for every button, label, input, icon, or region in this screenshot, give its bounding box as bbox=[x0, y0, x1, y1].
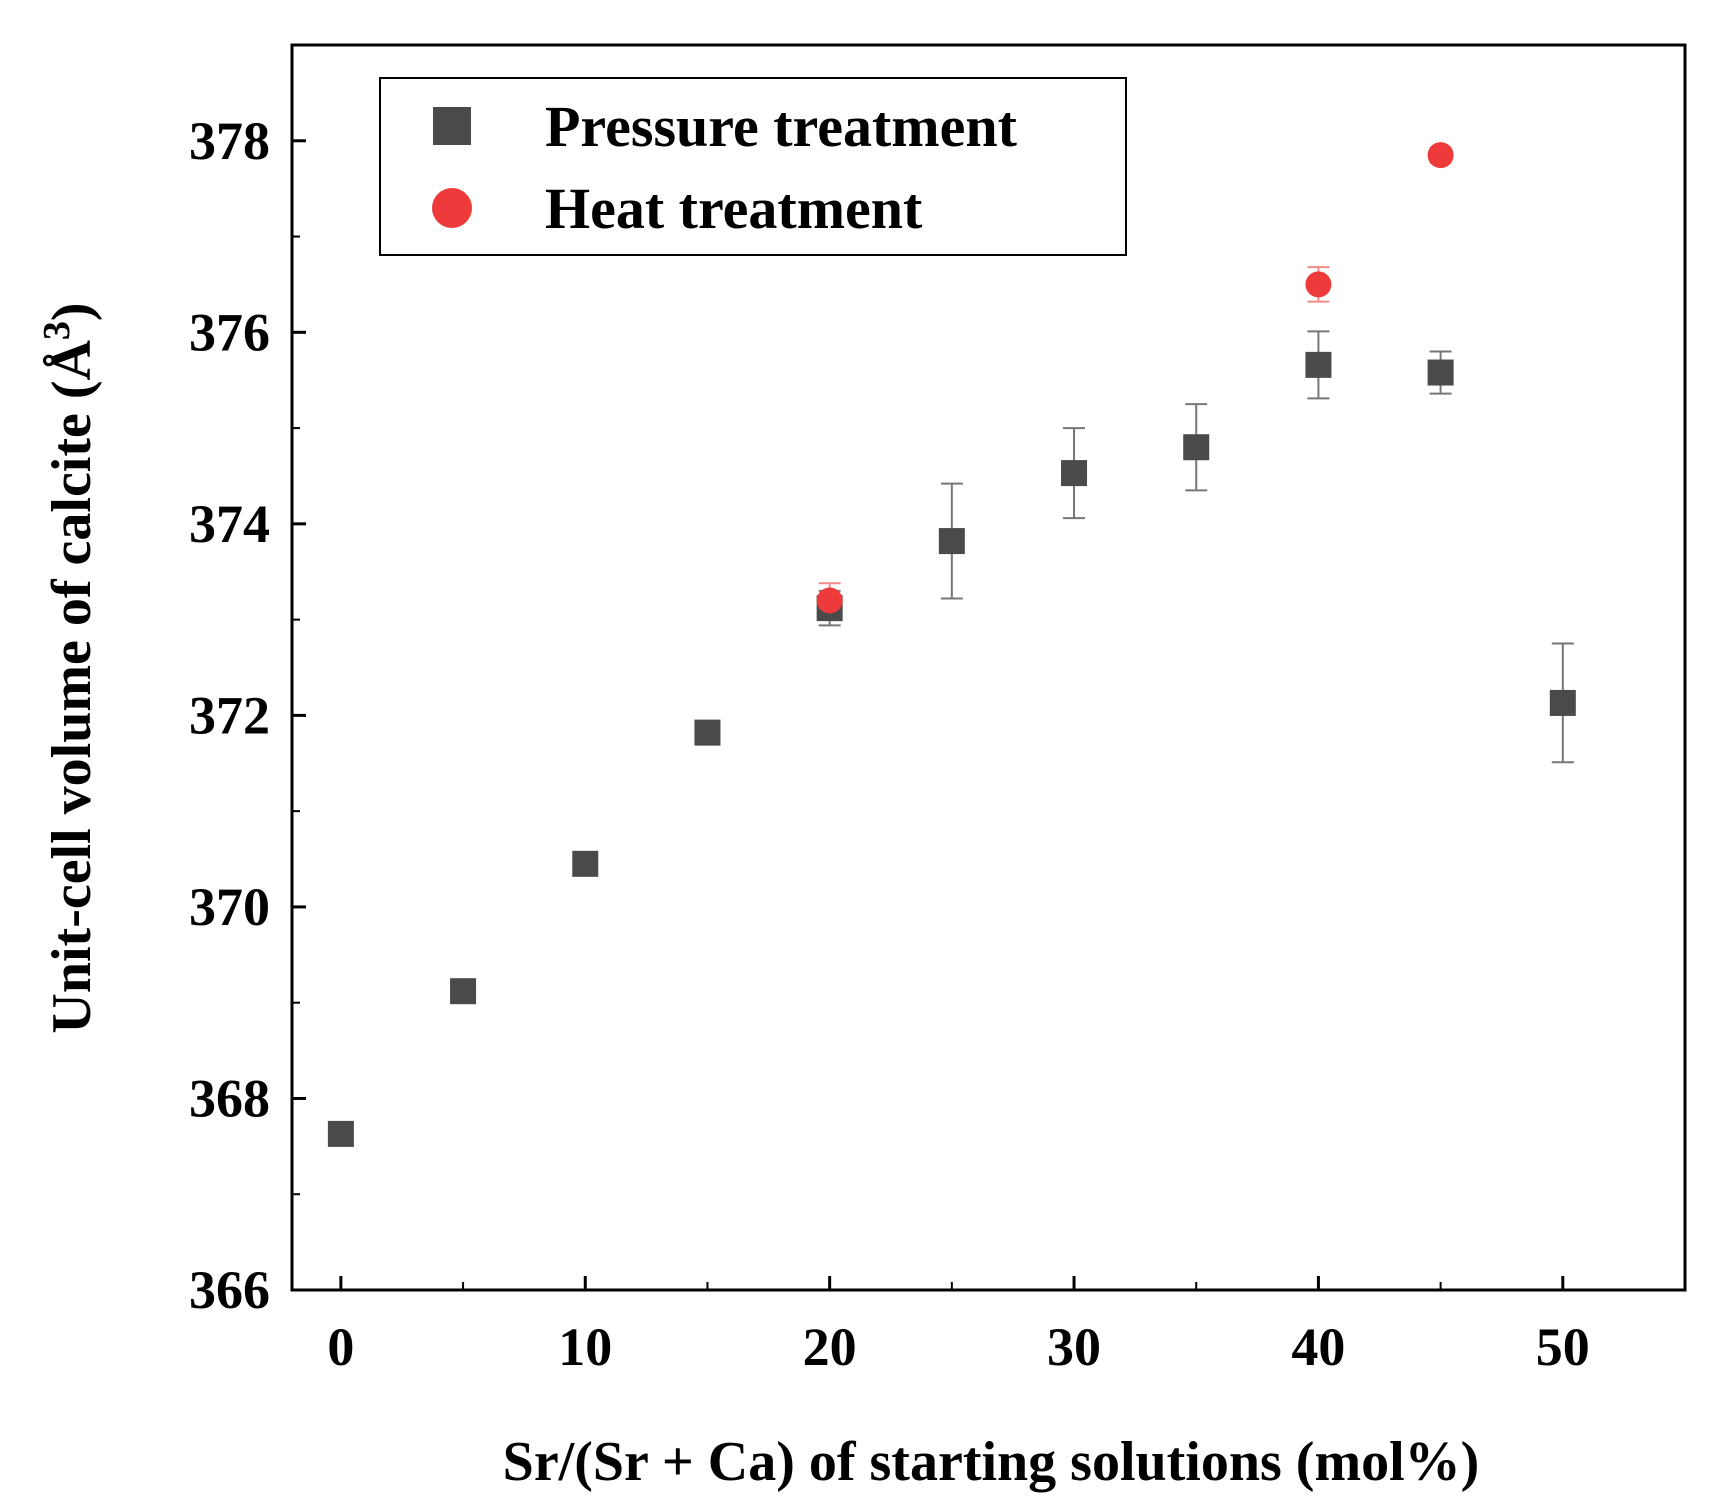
heat-point bbox=[816, 587, 843, 614]
pressure-point bbox=[1061, 460, 1088, 487]
x-tick-label: 50 bbox=[1536, 1317, 1590, 1377]
x-axis-title: Sr/(Sr + Ca) of starting solutions (mol%… bbox=[503, 1431, 1480, 1493]
data-points bbox=[327, 142, 1576, 1147]
x-tick-label: 10 bbox=[558, 1317, 612, 1377]
pressure-point bbox=[1305, 351, 1332, 378]
y-axis-title-superscript: 3 bbox=[36, 321, 78, 340]
legend-label-pressure: Pressure treatment bbox=[545, 94, 1018, 159]
legend-box bbox=[379, 77, 1127, 256]
pressure-point bbox=[1183, 434, 1210, 461]
pressure-point bbox=[450, 978, 477, 1005]
x-tick-label: 0 bbox=[327, 1317, 354, 1377]
y-tick-label: 368 bbox=[189, 1068, 270, 1128]
y-axis-title-main: Unit-cell volume of calcite (Å bbox=[41, 339, 103, 1033]
x-axis-ticks: 0 10 20 30 40 50 bbox=[327, 1276, 1590, 1377]
legend: Pressure treatment Heat treatment bbox=[379, 77, 1127, 256]
legend-marker-pressure bbox=[433, 107, 471, 145]
y-axis-title-close: ) bbox=[41, 302, 103, 321]
y-axis-title: Unit-cell volume of calcite (Å3) bbox=[36, 302, 103, 1033]
y-axis-ticks: 366 368 370 372 374 376 378 bbox=[189, 111, 306, 1320]
heat-point bbox=[1427, 142, 1454, 169]
plot-frame bbox=[290, 43, 1687, 1292]
y-tick-label: 366 bbox=[189, 1260, 270, 1320]
x-tick-label: 30 bbox=[1047, 1317, 1101, 1377]
y-tick-label: 374 bbox=[189, 494, 270, 554]
pressure-point bbox=[327, 1120, 354, 1147]
y-tick-label: 370 bbox=[189, 877, 270, 937]
pressure-point bbox=[1427, 359, 1454, 386]
pressure-point bbox=[694, 719, 721, 746]
y-tick-label: 372 bbox=[189, 685, 270, 745]
y-tick-label: 376 bbox=[189, 302, 270, 362]
pressure-point bbox=[938, 528, 965, 555]
x-tick-label: 20 bbox=[803, 1317, 857, 1377]
pressure-point bbox=[572, 850, 599, 877]
x-tick-label: 40 bbox=[1291, 1317, 1345, 1377]
heat-point bbox=[1305, 271, 1332, 298]
pressure-point bbox=[1549, 689, 1576, 716]
legend-label-heat: Heat treatment bbox=[545, 176, 923, 241]
legend-marker-heat bbox=[432, 188, 472, 228]
y-tick-label: 378 bbox=[189, 111, 270, 171]
